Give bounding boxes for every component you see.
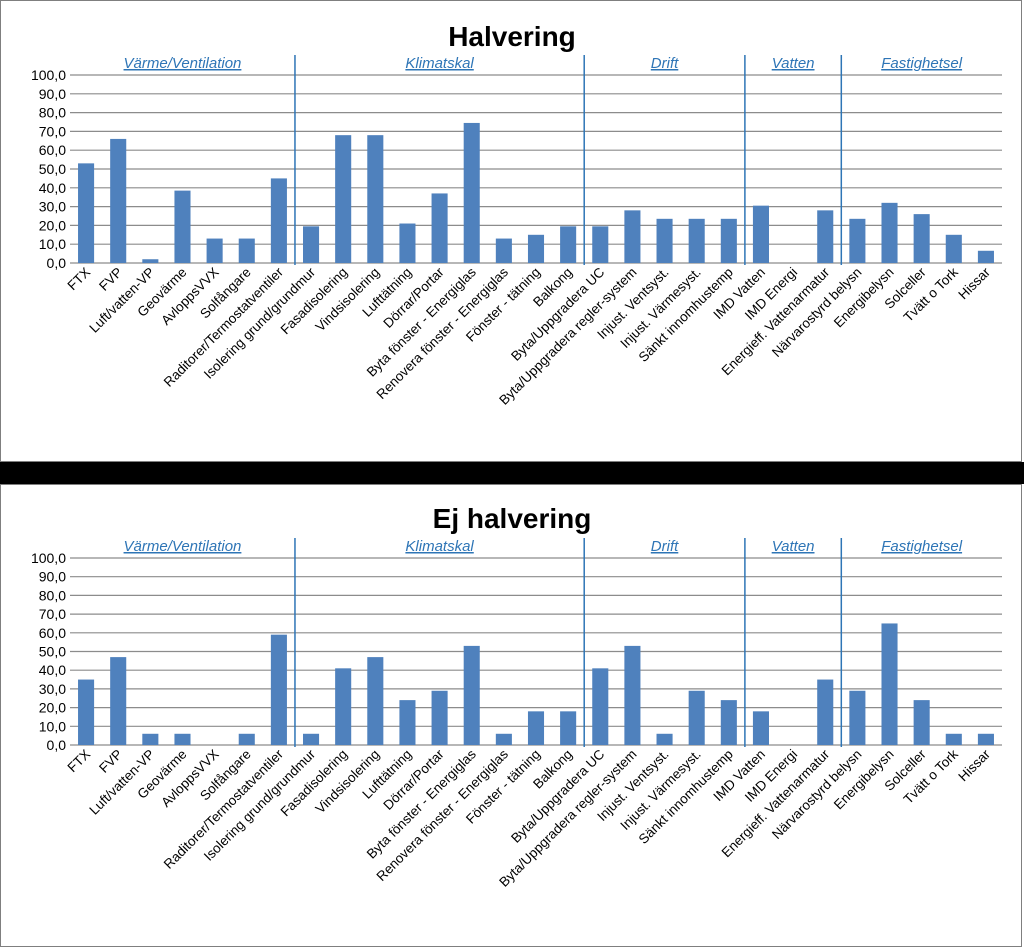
bar xyxy=(495,238,512,263)
bar xyxy=(238,733,255,745)
y-tick-label: 80,0 xyxy=(39,587,66,603)
bar xyxy=(720,700,737,745)
bar xyxy=(431,193,448,263)
x-tick-label: Hissar xyxy=(955,264,993,302)
y-tick-label: 100,0 xyxy=(31,67,66,83)
x-tick-label: FTX xyxy=(65,265,94,294)
bar xyxy=(624,645,641,745)
y-tick-label: 30,0 xyxy=(39,199,66,215)
y-tick-label: 20,0 xyxy=(39,217,66,233)
y-tick-label: 50,0 xyxy=(39,161,66,177)
chart-halvering: Halvering 0,0 10,0 20,0 30,0 40,0 50,0 60,0 70,0… xyxy=(31,21,1002,408)
bar xyxy=(495,733,512,745)
group-label: Värme/Ventilation xyxy=(124,55,242,72)
group-label: Drift xyxy=(651,538,679,555)
group-label: Drift xyxy=(651,55,679,72)
chart-title: Halvering xyxy=(448,21,576,52)
x-tick-label: Hissar xyxy=(955,746,993,784)
y-tick-label: 0,0 xyxy=(47,255,67,271)
y-tick-label: 90,0 xyxy=(39,86,66,102)
bar xyxy=(752,711,769,745)
y-tick-label: 60,0 xyxy=(39,625,66,641)
bar xyxy=(303,733,320,745)
y-tick-label: 10,0 xyxy=(39,236,66,252)
bar xyxy=(367,135,384,263)
bar xyxy=(849,690,866,745)
bar xyxy=(399,223,416,263)
y-tick-label: 40,0 xyxy=(39,662,66,678)
group-label: Vatten xyxy=(772,538,815,555)
bar xyxy=(206,238,223,263)
bar xyxy=(849,218,866,263)
bar xyxy=(656,733,673,745)
group-label: Klimatskal xyxy=(405,55,474,72)
bar xyxy=(463,645,480,745)
bar xyxy=(977,250,994,263)
bar xyxy=(142,733,159,745)
bar xyxy=(624,210,641,263)
bar xyxy=(270,634,287,745)
y-tick-label: 100,0 xyxy=(31,550,66,566)
y-tick-label: 30,0 xyxy=(39,681,66,697)
bar xyxy=(913,700,930,745)
chart-panel-ej-halvering: Ej halvering 0,0 10,0 20,0 30,0 40,0 50,0 60,0 7… xyxy=(0,484,1024,947)
bar xyxy=(335,668,352,745)
bar xyxy=(817,210,834,263)
y-tick-label: 90,0 xyxy=(39,569,66,585)
bar xyxy=(527,234,545,263)
y-tick-label: 20,0 xyxy=(39,700,66,716)
bar xyxy=(367,657,384,745)
bar xyxy=(142,259,159,263)
bar xyxy=(881,623,898,745)
group-label: Klimatskal xyxy=(405,538,474,555)
chart-panel-halvering: Halvering 0,0 10,0 20,0 30,0 40,0 50,0 60,0 70,0… xyxy=(0,0,1024,462)
bar xyxy=(752,205,769,263)
bar xyxy=(688,690,705,745)
bar xyxy=(270,178,287,263)
group-label: Fastighetsel xyxy=(881,55,963,72)
bar xyxy=(399,700,416,745)
bar xyxy=(110,657,127,745)
bar xyxy=(78,163,95,263)
y-tick-label: 10,0 xyxy=(39,718,66,734)
y-tick-label: 40,0 xyxy=(39,180,66,196)
bar xyxy=(303,226,320,263)
group-label: Vatten xyxy=(772,55,815,72)
bar xyxy=(110,138,127,263)
bar xyxy=(592,226,609,263)
bar xyxy=(881,202,898,263)
y-tick-label: 50,0 xyxy=(39,644,66,660)
bar xyxy=(817,679,834,745)
y-tick-label: 60,0 xyxy=(39,142,66,158)
bar xyxy=(463,122,480,263)
bar xyxy=(977,733,994,745)
chart-ej-halvering: Ej halvering 0,0 10,0 20,0 30,0 40,0 50,0 60,0 7… xyxy=(31,503,1002,890)
x-tick-label: FTX xyxy=(65,747,94,776)
bar xyxy=(913,214,930,263)
bar xyxy=(174,733,191,745)
chart-title: Ej halvering xyxy=(433,503,592,534)
bar xyxy=(174,190,191,263)
y-tick-label: 0,0 xyxy=(47,737,67,753)
bar xyxy=(688,218,705,263)
bar xyxy=(720,218,737,263)
bar xyxy=(592,668,609,745)
group-label: Fastighetsel xyxy=(881,538,963,555)
bar xyxy=(656,218,673,263)
bar xyxy=(335,135,352,263)
bar xyxy=(527,711,545,745)
y-tick-label: 70,0 xyxy=(39,123,66,139)
y-tick-label: 70,0 xyxy=(39,606,66,622)
group-label: Värme/Ventilation xyxy=(124,538,242,555)
bar xyxy=(945,234,962,263)
bar xyxy=(560,226,577,263)
y-tick-label: 80,0 xyxy=(39,105,66,121)
bar xyxy=(238,238,255,263)
bar xyxy=(431,690,448,745)
chart-border xyxy=(0,0,1022,462)
bar xyxy=(78,679,95,745)
bar xyxy=(945,733,962,745)
bar xyxy=(560,711,577,745)
